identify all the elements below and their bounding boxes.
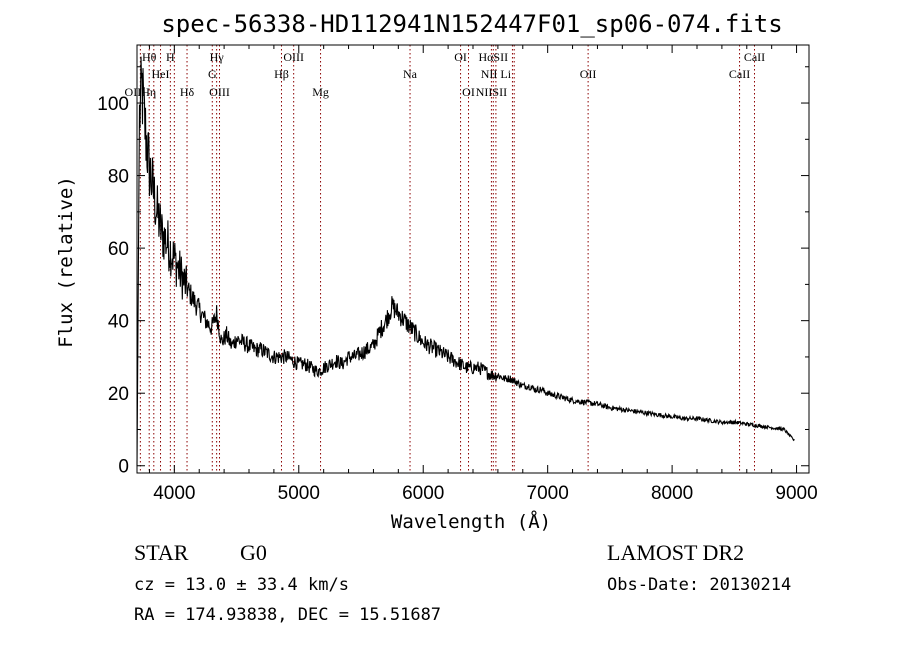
- spectral-line-label: Mg: [312, 85, 329, 99]
- object-type: STAR: [134, 540, 189, 565]
- x-tick-label: 8000: [651, 483, 693, 504]
- x-tick-label: 7000: [527, 483, 569, 504]
- y-axis: 0 20 40 60 80 100: [97, 66, 809, 478]
- y-tick-label: 80: [108, 167, 129, 188]
- spectral-line-label: Hδ: [180, 85, 195, 99]
- spectral-line-label: CaII: [729, 67, 750, 81]
- x-tick-label: 5000: [278, 483, 320, 504]
- spectral-line-label: HeI: [152, 67, 170, 81]
- spectral-line-label: OIII: [209, 85, 230, 99]
- spectral-line-label: G: [208, 67, 217, 81]
- survey-name: LAMOST DR2: [607, 540, 744, 565]
- spectral-line-label: NIISII: [476, 85, 507, 99]
- x-axis: 4000 5000 6000 7000 8000 9000: [148, 45, 818, 504]
- spectral-line-label: Hβ: [274, 67, 289, 81]
- y-tick-label: 40: [108, 312, 129, 333]
- spectral-subclass: G0: [240, 540, 267, 565]
- x-tick-label: 9000: [775, 483, 817, 504]
- y-tick-label: 60: [108, 239, 129, 260]
- spectral-line-label: Hθ: [142, 50, 157, 64]
- spectral-line-markers: [139, 45, 755, 473]
- x-tick-label: 4000: [153, 483, 195, 504]
- spectral-line-label: OIII: [283, 50, 304, 64]
- spectral-line-label: CaII: [744, 50, 765, 64]
- spectral-line-label: OI: [454, 50, 467, 64]
- obs-date: Obs-Date: 20130214: [607, 575, 791, 595]
- x-axis-label: Wavelength (Å): [391, 510, 551, 533]
- y-tick-label: 20: [108, 384, 129, 405]
- chart-title: spec-56338-HD112941N152447F01_sp06-074.f…: [161, 10, 782, 38]
- spectral-line-label: Hγ: [210, 50, 225, 64]
- spectral-line-label: HαSII: [478, 50, 508, 64]
- spectral-line-label: OII: [580, 67, 597, 81]
- spectrum-curve: [136, 56, 795, 466]
- spectral-line-label: NII Li: [481, 67, 512, 81]
- velocity-readout: cz = 13.0 ± 33.4 km/s: [134, 575, 349, 595]
- plot-frame: [136, 44, 810, 474]
- spectral-line-label: OI: [462, 85, 475, 99]
- y-axis-label: Flux (relative): [55, 176, 77, 348]
- spectral-line-label: Na: [403, 67, 418, 81]
- y-tick-label: 100: [97, 94, 129, 115]
- y-tick-label: 0: [118, 457, 129, 478]
- spectral-line-label: H: [166, 50, 175, 64]
- x-tick-label: 6000: [402, 483, 444, 504]
- coordinates-readout: RA = 174.93838, DEC = 15.51687: [134, 605, 441, 625]
